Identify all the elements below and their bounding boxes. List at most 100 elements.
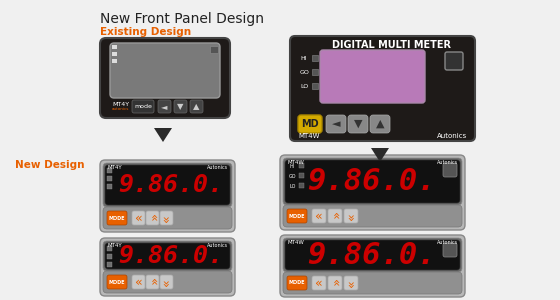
- FancyBboxPatch shape: [370, 115, 390, 133]
- Bar: [299, 163, 304, 168]
- Bar: [312, 69, 318, 75]
- Text: MT4Y: MT4Y: [112, 101, 129, 106]
- FancyBboxPatch shape: [328, 276, 342, 290]
- Bar: [107, 184, 112, 189]
- Polygon shape: [371, 148, 389, 162]
- FancyBboxPatch shape: [132, 100, 154, 113]
- Bar: [312, 55, 318, 61]
- Text: MT4W: MT4W: [288, 240, 305, 245]
- Text: MODE: MODE: [289, 214, 305, 218]
- FancyBboxPatch shape: [344, 276, 358, 290]
- FancyBboxPatch shape: [312, 209, 326, 223]
- Bar: [107, 176, 112, 181]
- Text: MODE: MODE: [289, 280, 305, 286]
- Text: ▲: ▲: [376, 119, 384, 129]
- Text: MT4W: MT4W: [298, 133, 320, 139]
- Bar: [107, 168, 112, 173]
- FancyBboxPatch shape: [312, 276, 326, 290]
- Text: Autonics: Autonics: [207, 165, 228, 170]
- FancyBboxPatch shape: [290, 36, 475, 141]
- Text: Autonics: Autonics: [207, 243, 228, 248]
- Text: «: «: [160, 214, 173, 222]
- FancyBboxPatch shape: [160, 275, 173, 289]
- FancyBboxPatch shape: [283, 272, 462, 294]
- Polygon shape: [154, 128, 172, 142]
- Text: autonics: autonics: [112, 107, 129, 111]
- FancyBboxPatch shape: [105, 243, 230, 269]
- FancyBboxPatch shape: [107, 211, 127, 225]
- Text: HI: HI: [289, 164, 294, 169]
- FancyBboxPatch shape: [283, 158, 462, 205]
- Text: «: «: [135, 275, 142, 289]
- Text: ◄: ◄: [332, 119, 340, 129]
- Text: «: «: [160, 278, 173, 286]
- FancyBboxPatch shape: [280, 235, 465, 297]
- Bar: [299, 173, 304, 178]
- Text: ▲: ▲: [193, 102, 200, 111]
- FancyBboxPatch shape: [110, 43, 220, 98]
- FancyBboxPatch shape: [298, 115, 322, 133]
- FancyBboxPatch shape: [100, 238, 235, 296]
- FancyBboxPatch shape: [348, 115, 368, 133]
- FancyBboxPatch shape: [283, 238, 462, 272]
- Bar: [107, 176, 112, 181]
- FancyBboxPatch shape: [160, 211, 173, 225]
- Bar: [107, 246, 112, 251]
- Bar: [107, 262, 112, 267]
- Text: LO: LO: [300, 83, 308, 88]
- Text: MT4Y: MT4Y: [108, 165, 123, 170]
- Text: Existing Design: Existing Design: [100, 27, 191, 37]
- FancyBboxPatch shape: [174, 100, 187, 113]
- Text: ▼: ▼: [178, 102, 184, 111]
- FancyBboxPatch shape: [158, 100, 171, 113]
- Text: «: «: [344, 212, 357, 220]
- Text: «: «: [344, 279, 357, 287]
- Text: 9.86.0.: 9.86.0.: [307, 241, 436, 269]
- Text: 9.86.0.: 9.86.0.: [119, 173, 223, 197]
- Text: New Front Panel Design: New Front Panel Design: [100, 12, 264, 26]
- Text: HI: HI: [300, 56, 307, 61]
- Bar: [107, 168, 112, 173]
- Text: MODE: MODE: [109, 280, 125, 284]
- Text: MT4Y: MT4Y: [108, 243, 123, 248]
- Text: Autonics: Autonics: [437, 240, 458, 245]
- Bar: [112, 45, 117, 49]
- Text: DIGITAL MULTI METER: DIGITAL MULTI METER: [333, 40, 451, 50]
- Bar: [112, 59, 117, 63]
- FancyBboxPatch shape: [344, 209, 358, 223]
- Bar: [107, 262, 112, 267]
- FancyBboxPatch shape: [103, 163, 232, 207]
- Text: 9.86.0.: 9.86.0.: [119, 244, 223, 268]
- Bar: [107, 254, 112, 259]
- FancyBboxPatch shape: [287, 276, 307, 290]
- FancyBboxPatch shape: [280, 155, 465, 230]
- FancyBboxPatch shape: [132, 275, 145, 289]
- Text: ▼: ▼: [354, 119, 362, 129]
- Text: GO: GO: [289, 173, 296, 178]
- FancyBboxPatch shape: [103, 241, 232, 271]
- FancyBboxPatch shape: [107, 275, 127, 289]
- Text: «: «: [146, 278, 159, 286]
- FancyBboxPatch shape: [103, 207, 232, 229]
- FancyBboxPatch shape: [443, 243, 457, 257]
- FancyBboxPatch shape: [443, 163, 457, 177]
- FancyBboxPatch shape: [146, 275, 159, 289]
- FancyBboxPatch shape: [287, 209, 307, 223]
- Text: 9.86.0.: 9.86.0.: [307, 167, 436, 196]
- Text: «: «: [135, 212, 142, 224]
- Bar: [210, 46, 218, 53]
- Text: «: «: [329, 212, 342, 220]
- FancyBboxPatch shape: [285, 240, 460, 270]
- Text: mode: mode: [134, 104, 152, 109]
- Text: LO: LO: [289, 184, 295, 188]
- Bar: [312, 83, 318, 89]
- Text: Autonics: Autonics: [437, 160, 458, 165]
- Text: «: «: [146, 214, 159, 222]
- Text: «: «: [329, 279, 342, 287]
- Text: New Design: New Design: [15, 160, 85, 170]
- Text: MODE: MODE: [109, 215, 125, 220]
- FancyBboxPatch shape: [285, 160, 460, 203]
- Text: GO: GO: [300, 70, 310, 74]
- Text: MD: MD: [301, 119, 319, 129]
- FancyBboxPatch shape: [326, 115, 346, 133]
